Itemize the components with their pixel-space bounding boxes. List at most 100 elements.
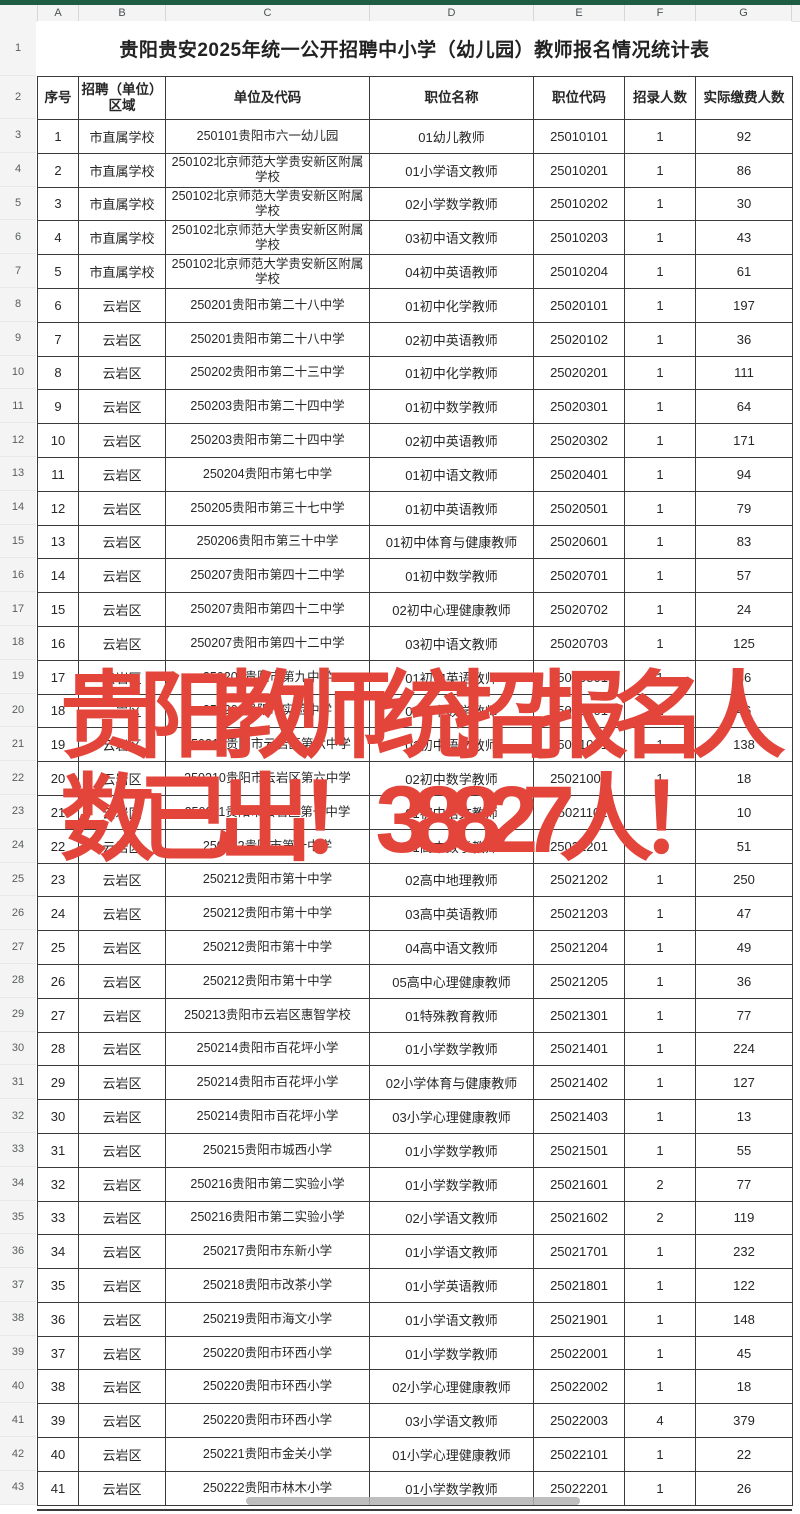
row-number-15[interactable]: 15	[0, 524, 36, 559]
row-number-26[interactable]: 26	[0, 896, 36, 931]
cell-region[interactable]: 云岩区	[78, 1132, 166, 1168]
cell-region[interactable]: 云岩区	[78, 862, 166, 898]
cell-paid[interactable]: 94	[695, 456, 793, 492]
cell-position[interactable]: 02小学心理健康教师	[369, 1369, 534, 1405]
cell-seq[interactable]: 30	[37, 1099, 79, 1134]
column-letter-E[interactable]: E	[533, 5, 624, 21]
cell-region[interactable]: 云岩区	[78, 287, 166, 323]
cell-recruits[interactable]: 1	[624, 1437, 696, 1472]
cell-unit[interactable]: 250210贵阳市云岩区第六中学	[165, 761, 370, 796]
cell-region[interactable]: 云岩区	[78, 1031, 166, 1067]
cell-region[interactable]: 云岩区	[78, 490, 166, 526]
cell-paid[interactable]: 26	[695, 1470, 793, 1506]
cell-paid[interactable]: 57	[695, 558, 793, 594]
cell-unit[interactable]: 250219贵阳市海文小学	[165, 1301, 370, 1337]
cell-code[interactable]: 25020301	[533, 389, 625, 425]
cell-paid[interactable]: 148	[695, 1301, 793, 1337]
cell-paid[interactable]: 55	[695, 1132, 793, 1168]
cell-position[interactable]: 01小学英语教师	[369, 1268, 534, 1303]
cell-position[interactable]: 03初中语文教师	[369, 220, 534, 256]
cell-seq[interactable]: 7	[37, 321, 79, 357]
cell-seq[interactable]: 6	[37, 287, 79, 323]
cell-paid[interactable]: 127	[695, 1065, 793, 1101]
cell-seq[interactable]: 27	[37, 997, 79, 1033]
cell-code[interactable]: 25020601	[533, 524, 625, 560]
cell-position[interactable]: 02初中英语教师	[369, 321, 534, 357]
cell-unit[interactable]: 250102北京师范大学贵安新区附属学校	[165, 152, 370, 188]
cell-unit[interactable]: 250207贵阳市第四十二中学	[165, 592, 370, 627]
cell-seq[interactable]: 32	[37, 1166, 79, 1202]
cell-recruits[interactable]: 2	[624, 1166, 696, 1202]
cell-recruits[interactable]: 1	[624, 254, 696, 289]
cell-position[interactable]: 02小学语文教师	[369, 1200, 534, 1236]
cell-unit[interactable]: 250102北京师范大学贵安新区附属学校	[165, 186, 370, 222]
cell-recruits[interactable]: 1	[624, 524, 696, 560]
cell-unit[interactable]: 250215贵阳市城西小学	[165, 1132, 370, 1168]
cell-code[interactable]: 25021201	[533, 828, 625, 864]
cell-code[interactable]: 25020102	[533, 321, 625, 357]
cell-region[interactable]: 云岩区	[78, 1166, 166, 1202]
cell-region[interactable]: 云岩区	[78, 1470, 166, 1506]
cell-paid[interactable]: 36	[695, 963, 793, 999]
cell-paid[interactable]: 49	[695, 930, 793, 965]
cell-seq[interactable]: 17	[37, 659, 79, 695]
row-number-22[interactable]: 22	[0, 761, 36, 795]
cell-paid[interactable]: 10	[695, 794, 793, 830]
cell-code[interactable]: 25021901	[533, 1301, 625, 1337]
row-number-18[interactable]: 18	[0, 626, 36, 660]
cell-region[interactable]: 云岩区	[78, 1268, 166, 1303]
cell-position[interactable]: 01小学心理健康教师	[369, 1437, 534, 1472]
cell-region[interactable]: 云岩区	[78, 355, 166, 391]
row-number-23[interactable]: 23	[0, 795, 36, 829]
cell-seq[interactable]: 14	[37, 558, 79, 594]
cell-code[interactable]: 25020703	[533, 625, 625, 661]
cell-paid[interactable]: 250	[695, 862, 793, 898]
cell-region[interactable]: 云岩区	[78, 1369, 166, 1405]
cell-seq[interactable]: 12	[37, 490, 79, 526]
cell-unit[interactable]: 250212贵阳市第十中学	[165, 828, 370, 864]
cell-code[interactable]: 25021602	[533, 1200, 625, 1236]
cell-code[interactable]: 25021203	[533, 896, 625, 932]
cell-region[interactable]: 云岩区	[78, 727, 166, 763]
cell-region[interactable]: 云岩区	[78, 389, 166, 425]
cell-position[interactable]: 01高中数学教师	[369, 828, 534, 864]
cell-region[interactable]: 云岩区	[78, 1099, 166, 1134]
cell-paid[interactable]: 125	[695, 625, 793, 661]
cell-position[interactable]: 04高中语文教师	[369, 930, 534, 965]
row-number-12[interactable]: 12	[0, 423, 36, 457]
row-number-35[interactable]: 35	[0, 1200, 36, 1235]
cell-code[interactable]: 25021205	[533, 963, 625, 999]
row-number-42[interactable]: 42	[0, 1437, 36, 1471]
cell-position[interactable]: 01初中数学教师	[369, 389, 534, 425]
cell-code[interactable]: 25021402	[533, 1065, 625, 1101]
cell-paid[interactable]: 77	[695, 1166, 793, 1202]
cell-code[interactable]: 25021701	[533, 1234, 625, 1270]
cell-unit[interactable]: 250102北京师范大学贵安新区附属学校	[165, 220, 370, 256]
cell-unit[interactable]: 250208贵阳市第九中学	[165, 659, 370, 695]
row-number-17[interactable]: 17	[0, 592, 36, 626]
cell-region[interactable]: 云岩区	[78, 558, 166, 594]
cell-position[interactable]: 02初中英语教师	[369, 423, 534, 458]
cell-seq[interactable]: 34	[37, 1234, 79, 1270]
cell-recruits[interactable]: 1	[624, 896, 696, 932]
select-all-corner[interactable]	[0, 5, 37, 21]
cell-position[interactable]: 01初中语文教师	[369, 456, 534, 492]
cell-seq[interactable]: 40	[37, 1437, 79, 1472]
cell-recruits[interactable]: 1	[624, 490, 696, 526]
cell-recruits[interactable]: 1	[624, 186, 696, 222]
row-number-31[interactable]: 31	[0, 1065, 36, 1100]
cell-paid[interactable]: 79	[695, 490, 793, 526]
cell-seq[interactable]: 9	[37, 389, 79, 425]
row-number-20[interactable]: 20	[0, 693, 36, 728]
cell-seq[interactable]: 38	[37, 1369, 79, 1405]
cell-region[interactable]: 云岩区	[78, 896, 166, 932]
row-number-3[interactable]: 3	[0, 119, 36, 153]
cell-unit[interactable]: 250201贵阳市第二十八中学	[165, 321, 370, 357]
cell-paid[interactable]: 18	[695, 1369, 793, 1405]
cell-position[interactable]: 01小学数学教师	[369, 1132, 534, 1168]
cell-unit[interactable]: 250201贵阳市第二十八中学	[165, 287, 370, 323]
cell-position[interactable]: 03小学语文教师	[369, 1403, 534, 1439]
cell-seq[interactable]: 21	[37, 794, 79, 830]
cell-recruits[interactable]: 1	[624, 287, 696, 323]
cell-paid[interactable]: 197	[695, 287, 793, 323]
